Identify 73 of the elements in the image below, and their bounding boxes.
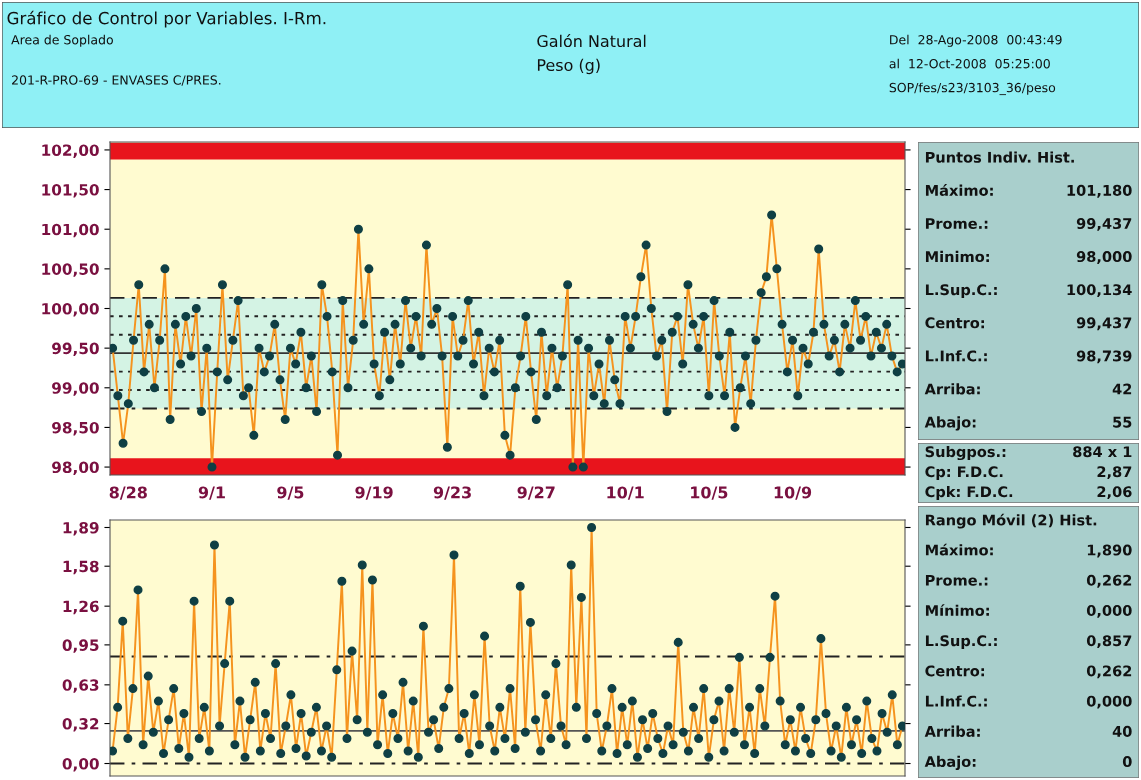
x-tick-label: 8/28 <box>109 486 147 500</box>
text: L.Inf.C.: <box>925 695 987 707</box>
y-tick-label: 100,00 <box>42 302 99 317</box>
text: Cp: F.D.C. <box>925 466 1003 481</box>
y-tick-label: 101,50 <box>42 184 99 198</box>
text: 0,262 <box>1086 574 1132 588</box>
text: Area de Soplado <box>11 34 113 47</box>
text: 0,000 <box>1086 604 1132 618</box>
text: 884 x 1 <box>1073 446 1132 458</box>
y-tick-label: 100,50 <box>42 263 99 277</box>
text: Centro: <box>925 665 984 677</box>
text: 42 <box>1112 383 1132 395</box>
text: Arriba: <box>924 725 980 737</box>
y-tick-label: 98,00 <box>52 461 99 476</box>
text: 201-R-PRO-69 - ENVASES C/PRES. <box>12 75 221 86</box>
text: L.Sup.C.: <box>925 284 997 299</box>
y-tick-label: 0,00 <box>62 757 99 772</box>
y-tick-label: 102,00 <box>42 144 99 158</box>
text: Abajo: <box>924 416 976 431</box>
text: 0,857 <box>1086 635 1132 649</box>
text: 2,87 <box>1097 466 1132 480</box>
y-tick-label: 98,50 <box>52 421 99 436</box>
text: 40 <box>1112 725 1132 737</box>
x-tick-label: 9/27 <box>517 486 555 500</box>
text: Minimo: <box>925 250 989 263</box>
text: SOP/fes/s23/3103_36/peso <box>889 82 1056 96</box>
text: 100,134 <box>1067 284 1132 298</box>
text: 0,262 <box>1086 665 1132 679</box>
text: 0,000 <box>1086 695 1132 709</box>
text: 101,180 <box>1067 184 1132 198</box>
y-tick-label: 0,95 <box>62 639 99 653</box>
y-tick-label: 1,89 <box>63 521 99 536</box>
text: al 12-Oct-2008 05:25:00 <box>889 58 1050 69</box>
y-tick-label: 0,63 <box>62 679 99 693</box>
x-tick-label: 10/5 <box>691 486 728 500</box>
y-tick-label: 1,58 <box>63 560 99 575</box>
text: Abajo: <box>924 755 976 770</box>
text: Puntos Indiv. Hist. <box>925 151 1074 163</box>
x-tick-label: 9/23 <box>433 486 471 500</box>
text: 55 <box>1113 416 1132 428</box>
text: Peso (g) <box>537 58 600 75</box>
text: 99,437 <box>1076 317 1132 331</box>
y-tick-label: 99,00 <box>52 382 99 396</box>
text: Máximo: <box>925 184 993 196</box>
text: Del 28-Ago-2008 00:43:49 <box>890 34 1062 47</box>
text: L.Sup.C.: <box>925 635 997 650</box>
text: 98,739 <box>1076 350 1132 364</box>
chart-subtitle: Galón Natural <box>537 34 646 48</box>
y-tick-label: 99,50 <box>52 342 99 357</box>
text: Prome.: <box>925 574 988 586</box>
chart-title: Gráfico de Control por Variables. I-Rm. <box>7 10 326 28</box>
text: Mínimo: <box>925 604 989 617</box>
x-tick-label: 9/1 <box>198 486 225 500</box>
text: Cpk: F.D.C. <box>925 485 1013 501</box>
text: 0 <box>1122 756 1132 768</box>
text: Máximo: <box>925 543 993 556</box>
text: 1,890 <box>1087 544 1132 558</box>
text: 99,437 <box>1076 217 1132 231</box>
y-tick-label: 1,26 <box>63 600 99 615</box>
text: Arriba: <box>924 383 980 395</box>
text: 2,06 <box>1097 486 1132 500</box>
y-tick-label: 0,32 <box>62 718 99 732</box>
text: Rango Móvil (2) Hist. <box>925 513 1097 529</box>
text: Centro: <box>925 317 984 329</box>
text: L.Inf.C.: <box>925 350 987 362</box>
x-tick-label: 10/9 <box>774 486 812 500</box>
text: 98,000 <box>1076 251 1132 264</box>
y-tick-label: 101,00 <box>42 223 99 238</box>
text: Prome.: <box>925 218 988 230</box>
x-tick-label: 9/5 <box>277 486 304 500</box>
text: Subgpos.: <box>925 445 1006 461</box>
x-tick-label: 9/19 <box>355 486 393 500</box>
x-tick-label: 10/1 <box>607 486 644 500</box>
